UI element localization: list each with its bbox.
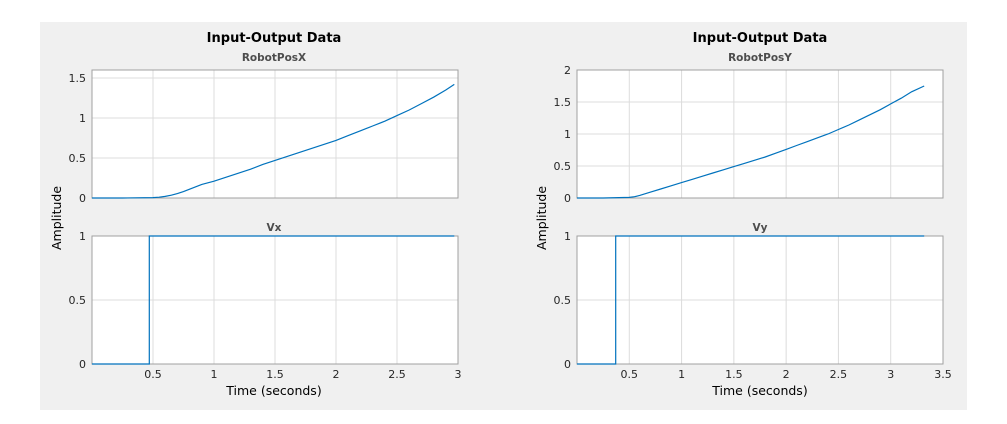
x-tick-label: 0.5 — [144, 368, 162, 381]
y-tick-label: 0.5 — [554, 160, 572, 173]
y-tick-label: 0 — [79, 358, 86, 371]
x-tick-label: 3 — [887, 368, 894, 381]
axes-border — [91, 69, 459, 199]
x-tick-label: 3.5 — [934, 368, 952, 381]
series-line-1-0-0 — [577, 85, 925, 199]
panel-1-1: 0.5 1 1.5 2 2.5 3 3.5 0 0.5 1 — [554, 230, 952, 381]
y-tick-label: 0 — [564, 192, 571, 205]
series-line-0-1-0 — [92, 235, 455, 365]
y-tick-label: 0.5 — [69, 294, 87, 307]
y-tick-label: 1 — [79, 112, 86, 125]
x-tick-label: 1.5 — [725, 368, 743, 381]
series-line-1-1-0 — [577, 235, 925, 365]
x-tick-label: 2.5 — [388, 368, 406, 381]
y-tick-label: 1 — [564, 128, 571, 141]
right-chart-title: Input-Output Data — [693, 31, 828, 46]
series-line-0-0-0 — [92, 83, 455, 199]
right-xlabel: Time (seconds) — [711, 383, 807, 398]
panel-1-0: 0 0.5 1 1.5 2 — [554, 64, 944, 205]
x-tick-label: 2 — [333, 368, 340, 381]
x-tick-label: 2 — [783, 368, 790, 381]
x-tick-label: 2.5 — [830, 368, 848, 381]
y-tick-label: 1 — [564, 230, 571, 243]
x-tick-label: 1 — [678, 368, 685, 381]
y-tick-label: 0 — [564, 358, 571, 371]
y-tick-label: 1.5 — [554, 96, 572, 109]
y-tick-label: 0 — [79, 192, 86, 205]
y-tick-label: 0.5 — [69, 152, 87, 165]
x-tick-label: 1 — [211, 368, 218, 381]
panel-0-1: 0.5 1 1.5 2 2.5 3 0 0.5 1 — [69, 230, 462, 381]
chart-marks: 0 0.5 1 1.5 0.5 1 1.5 2 2.5 3 0 0.5 1 0 0.5 1 1.5 2 0.5 1 1.… — [69, 64, 952, 381]
x-tick-label: 3 — [455, 368, 462, 381]
left-top-subtitle: RobotPosX — [242, 52, 306, 64]
x-tick-label: 0.5 — [621, 368, 639, 381]
left-ylabel: Amplitude — [49, 186, 64, 250]
right-ylabel: Amplitude — [534, 186, 549, 250]
y-tick-label: 0.5 — [554, 294, 572, 307]
left-bottom-subtitle: Vx — [267, 222, 282, 234]
y-tick-label: 2 — [564, 64, 571, 77]
x-tick-label: 1.5 — [266, 368, 284, 381]
y-tick-label: 1.5 — [69, 72, 87, 85]
left-xlabel: Time (seconds) — [225, 383, 321, 398]
panel-0-0: 0 0.5 1 1.5 — [69, 69, 459, 205]
right-top-subtitle: RobotPosY — [728, 52, 792, 64]
left-chart-title: Input-Output Data — [207, 31, 342, 46]
right-bottom-subtitle: Vy — [753, 222, 768, 234]
y-tick-label: 1 — [79, 230, 86, 243]
axes-border — [576, 69, 944, 199]
